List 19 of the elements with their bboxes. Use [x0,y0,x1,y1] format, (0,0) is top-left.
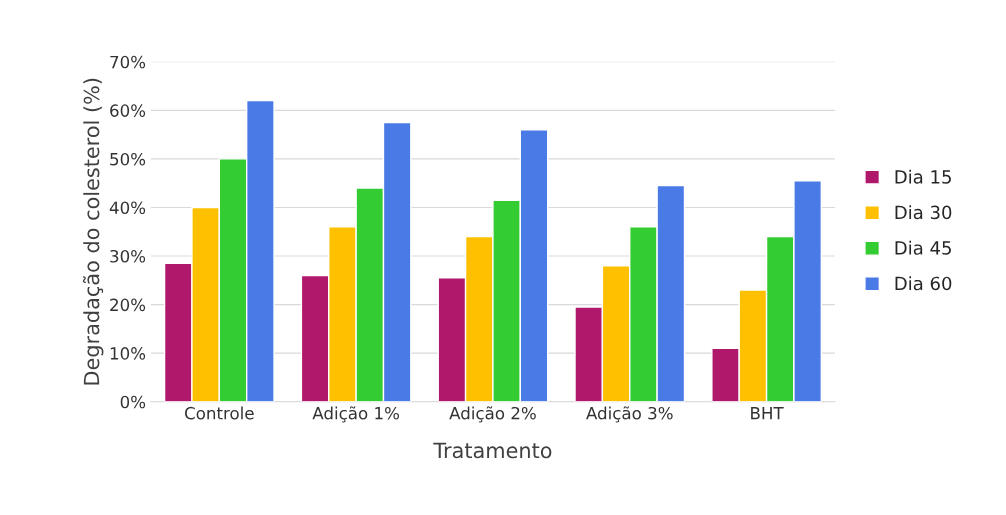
x-tick-label: Controle [185,406,254,420]
y-tick-label: 50% [110,152,146,166]
legend-label: Dia 30 [895,205,952,220]
y-axis-title: Degradação do colesterol (%) [82,78,104,385]
y-tick-label: 10% [110,347,146,360]
y-tick-label: 20% [110,298,146,312]
x-tick-label: Adição 3% [586,406,673,423]
y-tick-label: 40% [109,201,146,215]
x-tick-label: Adição 1% [312,406,400,423]
legend-label: Dia 60 [895,276,952,291]
legend-label: Dia 15 [895,169,951,184]
y-tick-label: 0% [120,395,146,409]
y-tick-label: 30% [110,249,146,263]
x-axis-title: Tratamento [433,442,552,459]
y-tick-label: 60% [110,104,146,117]
legend-label: Dia 45 [895,240,951,255]
y-tick-label: 70% [110,55,146,69]
x-tick-label: BHT [751,407,784,420]
x-tick-label: Adição 2% [449,406,536,423]
